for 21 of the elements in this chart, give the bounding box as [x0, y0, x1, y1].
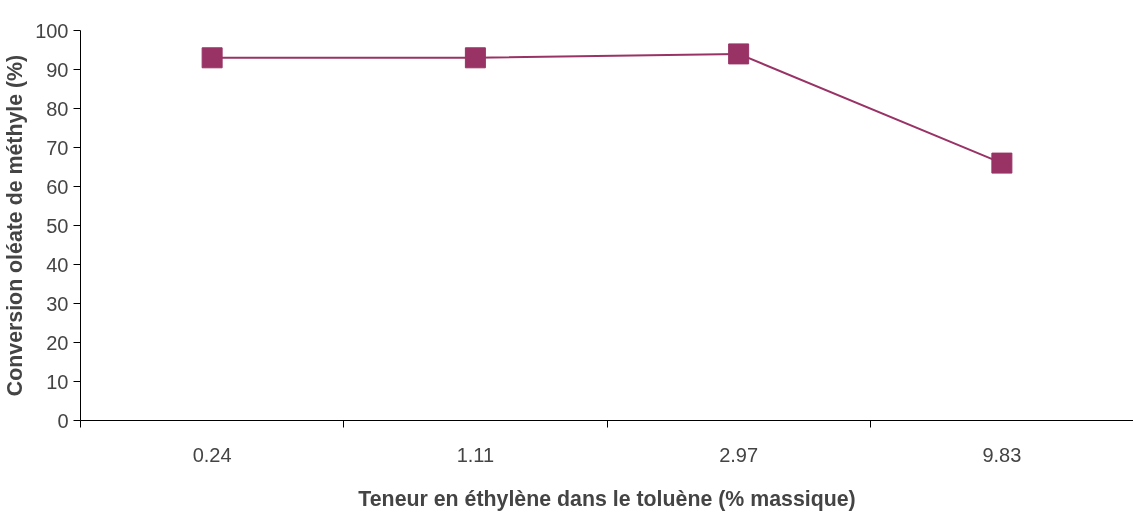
point [991, 152, 1013, 174]
y-tick-label: 90 [46, 58, 69, 81]
y-tick-label: 80 [46, 97, 69, 120]
y-tick-label: 50 [46, 214, 69, 237]
y-tick-label: 40 [46, 253, 69, 276]
point [201, 47, 223, 69]
point [728, 43, 750, 65]
point [464, 47, 486, 69]
x-axis-title: Teneur en éthylène dans le toluène (% massique) [358, 486, 856, 511]
x-tick-label: 2.97 [719, 443, 759, 466]
y-tick-label: 60 [46, 175, 69, 198]
y-tick-label: 10 [46, 370, 69, 393]
x-tick-label: 1.11 [456, 443, 495, 466]
x-tick-label: 9.83 [982, 443, 1022, 466]
x-tick-label: 0.24 [192, 443, 232, 466]
y-tick-label: 20 [46, 331, 69, 354]
y-tick-label: 100 [35, 19, 69, 42]
y-tick-label: 30 [46, 292, 69, 315]
y-tick-label: 70 [46, 136, 69, 159]
y-axis-title: Conversion oléate de méthyle (%) [3, 54, 28, 397]
y-tick-label: 0 [57, 409, 69, 432]
